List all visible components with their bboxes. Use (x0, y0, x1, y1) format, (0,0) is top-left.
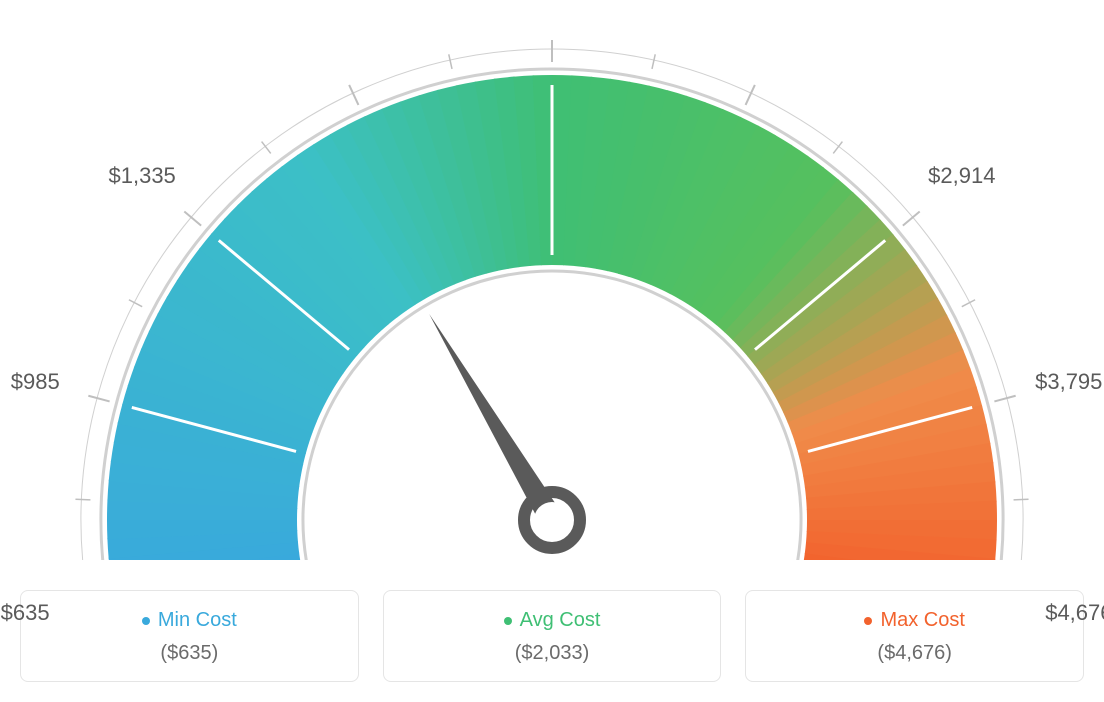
legend-label-avg: Avg Cost (520, 609, 601, 632)
scale-label: $1,335 (109, 163, 176, 189)
legend-title-avg: Avg Cost (504, 609, 601, 632)
legend-dot-max (864, 617, 872, 625)
legend-title-max: Max Cost (864, 609, 964, 632)
legend-label-min: Min Cost (158, 609, 237, 632)
scale-label: $635 (1, 600, 50, 626)
legend-value-min: ($635) (21, 642, 358, 665)
gauge-chart: $635$985$1,335$2,033$2,914$3,795$4,676 (20, 20, 1084, 560)
gauge-svg (20, 20, 1084, 560)
legend-dot-min (142, 617, 150, 625)
legend-dot-avg (504, 617, 512, 625)
legend-value-avg: ($2,033) (384, 642, 721, 665)
legend-label-max: Max Cost (880, 609, 964, 632)
legend-card-max: Max Cost ($4,676) (745, 590, 1084, 682)
scale-label: $985 (11, 369, 60, 395)
legend-title-min: Min Cost (142, 609, 237, 632)
legend-card-avg: Avg Cost ($2,033) (383, 590, 722, 682)
legend-card-min: Min Cost ($635) (20, 590, 359, 682)
legend-value-max: ($4,676) (746, 642, 1083, 665)
scale-label: $2,914 (928, 163, 995, 189)
scale-label: $3,795 (1035, 369, 1102, 395)
scale-label: $4,676 (1045, 600, 1104, 626)
legend-row: Min Cost ($635) Avg Cost ($2,033) Max Co… (20, 590, 1084, 682)
